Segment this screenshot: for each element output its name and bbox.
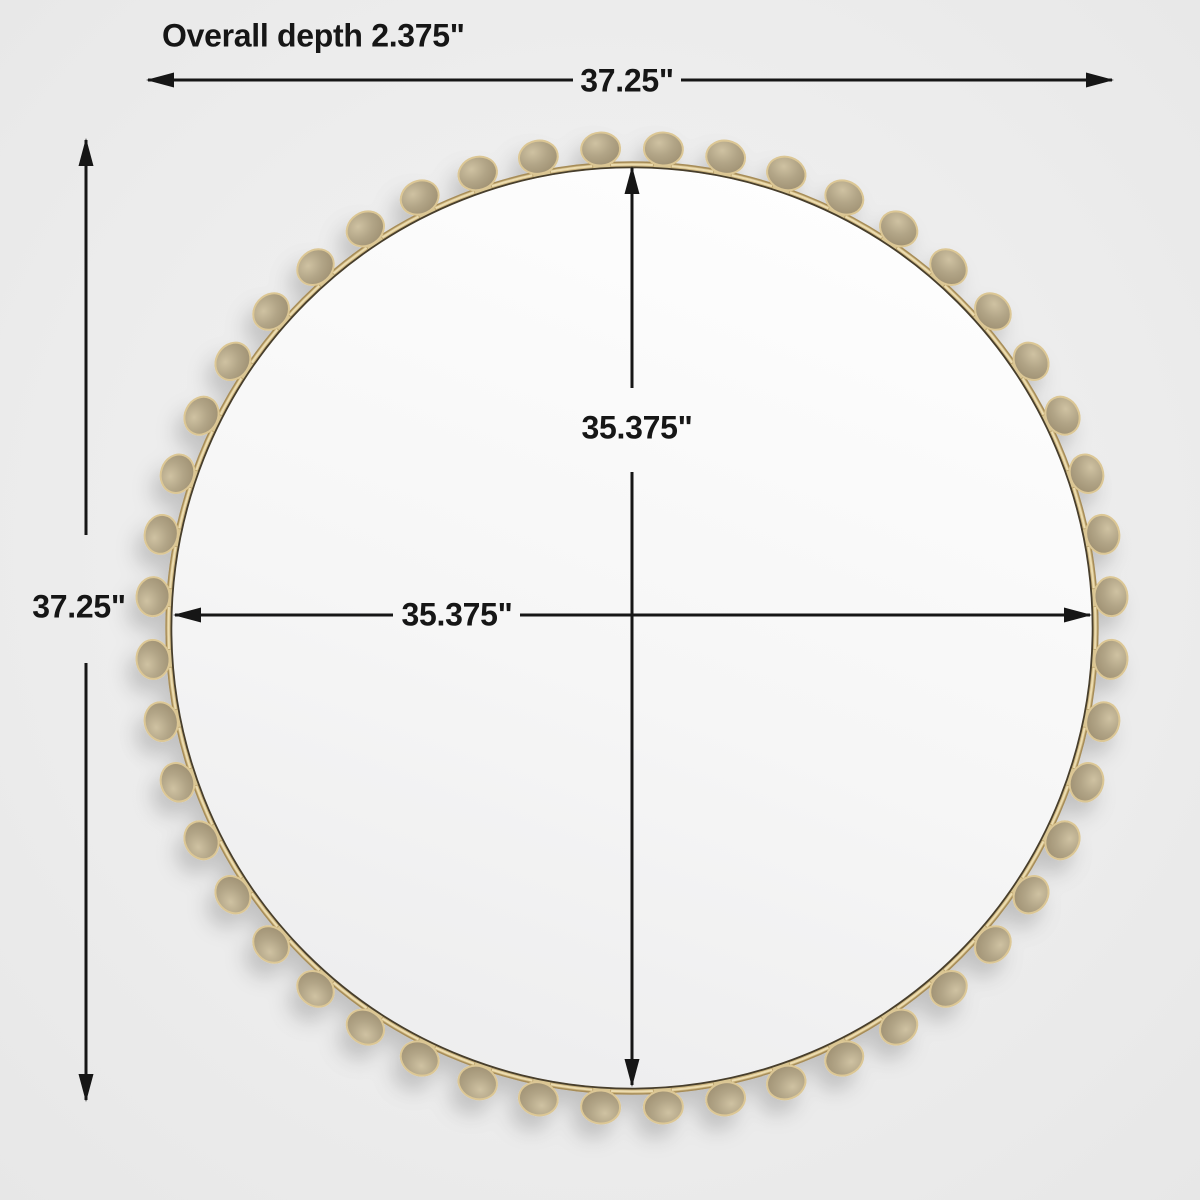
stud bbox=[705, 1073, 747, 1117]
overall-depth-label: Overall depth 2.375" bbox=[162, 17, 465, 54]
stud bbox=[969, 922, 1012, 964]
stud bbox=[296, 248, 338, 291]
stud bbox=[296, 965, 338, 1008]
stud bbox=[457, 155, 498, 199]
stud bbox=[878, 1002, 919, 1046]
stud bbox=[214, 874, 258, 915]
overall-width-label: 37.25" bbox=[580, 62, 674, 99]
overall-height-label: 37.25" bbox=[32, 588, 126, 625]
mirror-height-label: 35.375" bbox=[581, 409, 693, 446]
stud bbox=[517, 139, 559, 183]
mirror-width-label: 35.375" bbox=[401, 596, 513, 633]
stud bbox=[345, 1002, 386, 1046]
stud bbox=[143, 701, 187, 743]
stud bbox=[824, 1033, 865, 1077]
stud bbox=[642, 1082, 684, 1125]
frame-rim-outer-edge bbox=[165, 161, 1099, 1095]
stud bbox=[1006, 341, 1050, 382]
stud bbox=[252, 922, 295, 964]
frame-rim-highlight bbox=[167, 163, 1097, 1093]
stud bbox=[878, 210, 919, 254]
stud bbox=[252, 292, 295, 334]
stud bbox=[766, 155, 807, 199]
stud bbox=[1086, 576, 1129, 618]
stud bbox=[214, 341, 258, 382]
stud bbox=[1037, 820, 1081, 861]
stud bbox=[1061, 762, 1105, 803]
stud bbox=[399, 179, 440, 223]
stud bbox=[1006, 874, 1050, 915]
stud bbox=[183, 820, 227, 861]
stud bbox=[399, 1033, 440, 1077]
stud bbox=[926, 965, 968, 1008]
stud bbox=[824, 179, 865, 223]
stud bbox=[1077, 701, 1121, 743]
stud bbox=[580, 131, 622, 174]
stud bbox=[457, 1057, 498, 1101]
